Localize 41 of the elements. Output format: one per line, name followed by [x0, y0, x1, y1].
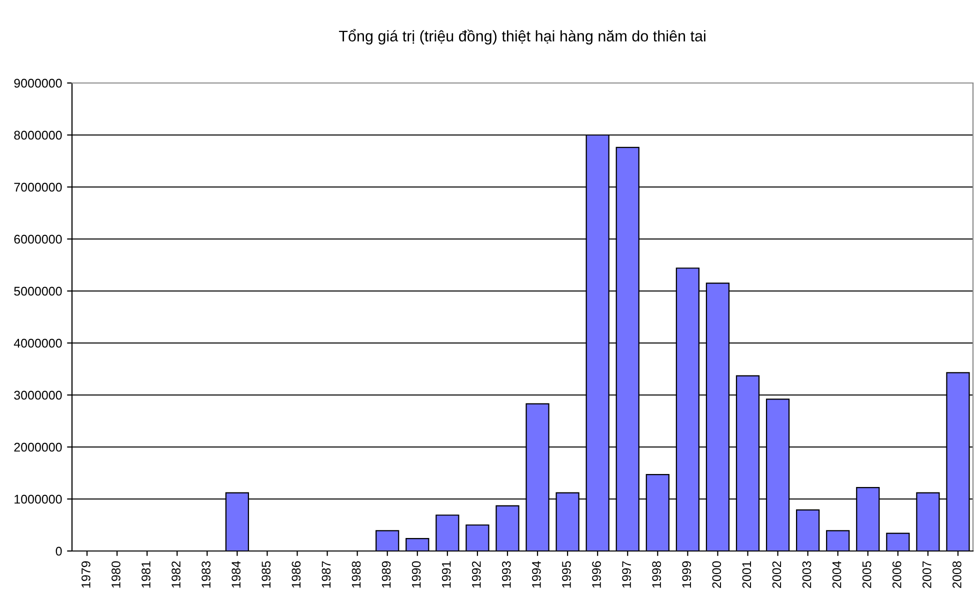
- x-tick-label: 1993: [502, 561, 511, 588]
- x-tick-label: 2001: [742, 561, 752, 588]
- x-tick-label: 1997: [622, 561, 631, 588]
- y-tick-label: 5000000: [14, 286, 62, 296]
- x-tick-label: 1979: [82, 561, 90, 588]
- x-tick-label: 1987: [322, 561, 331, 588]
- y-tick-label: 8000000: [14, 130, 62, 140]
- x-tick-label: 2006: [892, 561, 902, 588]
- x-tick-label: 1999: [682, 561, 692, 588]
- y-tick-label: 2000000: [14, 442, 62, 452]
- x-tick-label: 1989: [382, 561, 391, 588]
- x-tick-label: 2005: [862, 561, 872, 588]
- x-tick-label: 1992: [472, 561, 481, 588]
- x-tick-label: 1996: [592, 561, 601, 588]
- y-tick-label: 6000000: [14, 234, 62, 244]
- x-tick-label: 1991: [442, 561, 451, 588]
- x-tick-label: 1981: [142, 561, 150, 588]
- x-tick-label: 2002: [772, 561, 782, 588]
- x-tick-label: 1995: [562, 561, 571, 588]
- x-tick-label: 1998: [652, 561, 662, 588]
- y-tick-label: 0: [56, 546, 62, 556]
- y-tick-label: 7000000: [14, 182, 62, 192]
- chart-title: Tổng giá trị (triệu đồng) thiệt hại hàng năm do thiên tai: [338, 29, 706, 45]
- x-tick-label: 2008: [952, 561, 962, 588]
- x-tick-label: 2004: [832, 561, 842, 588]
- x-tick-label: 1986: [292, 561, 301, 588]
- y-tick-label: 9000000: [14, 78, 62, 88]
- y-tick-label: 4000000: [14, 338, 62, 348]
- x-tick-label: 1990: [412, 561, 421, 588]
- x-tick-label: 1983: [202, 561, 211, 588]
- x-tick-label: 1982: [172, 561, 180, 588]
- x-tick-label: 2003: [802, 561, 812, 588]
- x-tick-label: 1985: [262, 561, 271, 588]
- y-tick-label: 1000000: [14, 494, 62, 504]
- x-tick-label: 1988: [352, 561, 361, 588]
- x-tick-label: 2000: [712, 561, 722, 588]
- x-tick-label: 2007: [922, 561, 932, 588]
- y-tick-label: 3000000: [14, 390, 62, 400]
- x-tick-label: 1984: [232, 561, 241, 588]
- x-tick-label: 1994: [532, 561, 541, 588]
- x-tick-label: 1980: [112, 561, 120, 588]
